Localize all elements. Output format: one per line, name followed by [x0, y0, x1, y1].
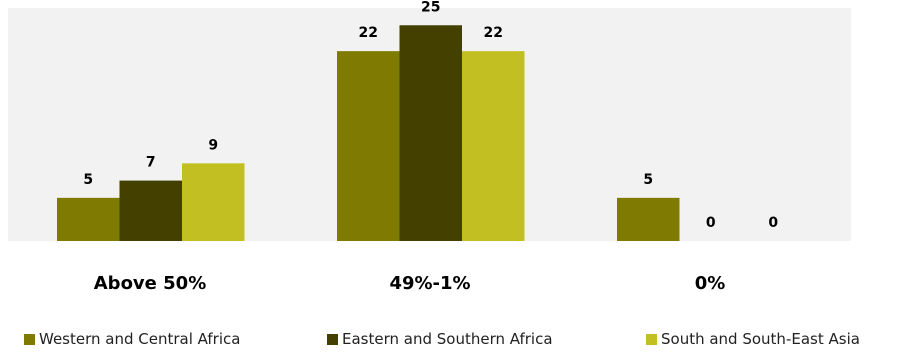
legend-item-western-central-africa: Western and Central Africa: [24, 330, 240, 348]
bar: [57, 197, 120, 241]
legend-swatch-icon: [646, 333, 657, 345]
data-label: 5: [643, 172, 653, 188]
legend-item-eastern-southern-africa: Eastern and Southern Africa: [327, 330, 553, 348]
bar: [399, 25, 462, 241]
legend-label: South and South-East Asia: [661, 330, 860, 348]
category-label: 49%-1%: [389, 273, 470, 294]
bar: [119, 180, 182, 241]
legend: Western and Central Africa Eastern and S…: [0, 330, 915, 354]
data-label: 5: [83, 172, 93, 188]
legend-swatch-icon: [24, 333, 35, 345]
category-label: 0%: [695, 273, 726, 294]
category-label: Above 50%: [94, 273, 206, 294]
data-label: 0: [768, 215, 778, 231]
bar-chart: 5 7 9 22 25 22 5 0 0 Above 50% 49%-1% 0%: [8, 0, 851, 294]
data-label: 25: [421, 0, 440, 15]
legend-item-south-southeast-asia: South and South-East Asia: [646, 330, 860, 348]
data-label: 22: [359, 25, 378, 41]
data-label: 9: [208, 137, 218, 153]
data-label: 0: [706, 215, 716, 231]
legend-label: Western and Central Africa: [39, 330, 241, 348]
bar: [617, 197, 680, 241]
legend-swatch-icon: [327, 333, 338, 345]
bar: [182, 163, 245, 241]
legend-label: Eastern and Southern Africa: [342, 330, 553, 348]
data-label: 22: [484, 25, 503, 41]
bar: [462, 51, 525, 241]
data-label: 7: [146, 155, 156, 171]
bar: [337, 51, 400, 241]
